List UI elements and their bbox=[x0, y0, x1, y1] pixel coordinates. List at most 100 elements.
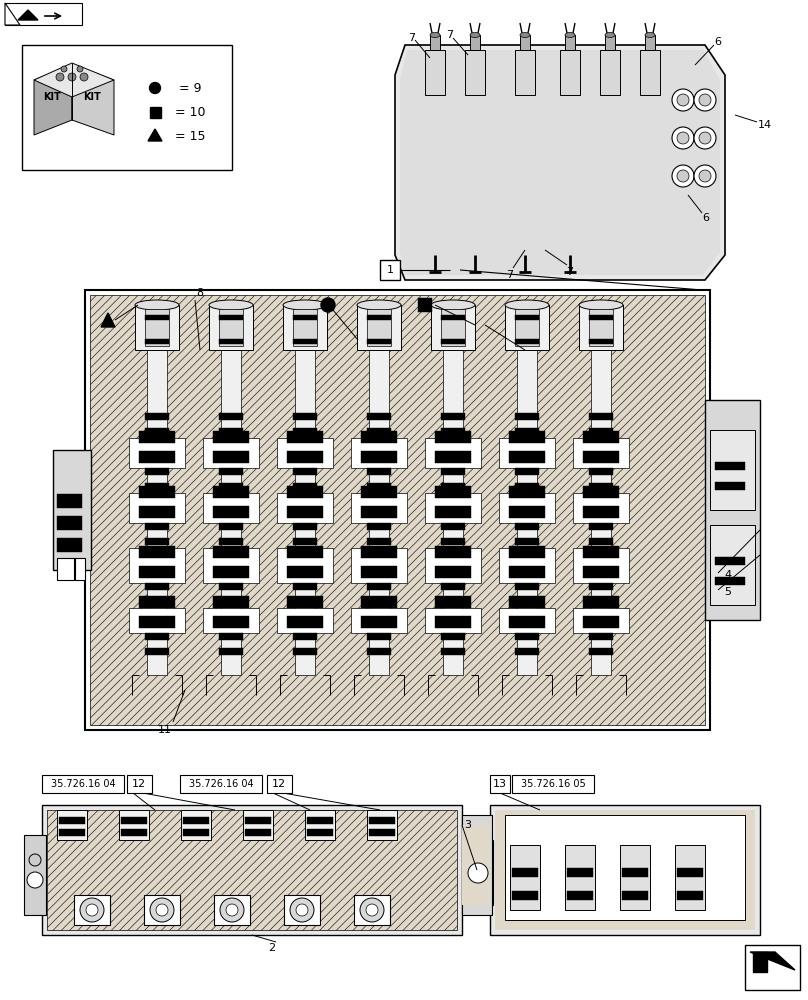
Bar bbox=[715, 482, 745, 490]
Polygon shape bbox=[753, 952, 767, 972]
Bar bbox=[145, 315, 169, 320]
Bar bbox=[369, 817, 395, 824]
Bar bbox=[367, 583, 391, 590]
Bar bbox=[589, 633, 613, 640]
Ellipse shape bbox=[645, 32, 655, 37]
Bar bbox=[213, 546, 249, 558]
Bar bbox=[499, 548, 555, 583]
Bar bbox=[149, 106, 161, 117]
Text: 8: 8 bbox=[196, 288, 204, 298]
Bar bbox=[462, 825, 490, 905]
Text: 11: 11 bbox=[158, 725, 172, 735]
Bar bbox=[307, 829, 333, 836]
Bar bbox=[589, 598, 613, 605]
Bar bbox=[495, 810, 755, 930]
Bar bbox=[490, 805, 760, 935]
Bar bbox=[515, 648, 539, 655]
Bar bbox=[369, 829, 395, 836]
Circle shape bbox=[672, 89, 694, 111]
Bar bbox=[600, 50, 620, 95]
Circle shape bbox=[80, 898, 104, 922]
Bar bbox=[435, 566, 471, 578]
Bar bbox=[145, 583, 169, 590]
Bar bbox=[583, 566, 619, 578]
Circle shape bbox=[468, 863, 488, 883]
Text: 35.726.16 04: 35.726.16 04 bbox=[189, 779, 254, 789]
Bar bbox=[425, 608, 481, 633]
Text: 2: 2 bbox=[268, 943, 276, 953]
Bar bbox=[515, 428, 539, 435]
Bar bbox=[24, 835, 46, 915]
Bar bbox=[139, 486, 175, 498]
Bar bbox=[277, 493, 333, 523]
Bar bbox=[583, 431, 619, 443]
Bar bbox=[465, 50, 485, 95]
Bar bbox=[121, 817, 147, 824]
Bar bbox=[367, 633, 391, 640]
Bar bbox=[367, 523, 391, 530]
Bar bbox=[145, 468, 169, 475]
Bar bbox=[145, 538, 169, 545]
Bar bbox=[462, 815, 492, 915]
Text: 7: 7 bbox=[507, 270, 514, 280]
Bar bbox=[465, 840, 493, 905]
Bar bbox=[435, 506, 471, 518]
Bar bbox=[441, 633, 465, 640]
Bar bbox=[589, 339, 613, 344]
Bar bbox=[293, 523, 317, 530]
Bar bbox=[287, 486, 323, 498]
Bar bbox=[367, 810, 397, 840]
Bar bbox=[85, 290, 710, 730]
Bar bbox=[591, 350, 611, 675]
Bar bbox=[515, 598, 539, 605]
Bar bbox=[509, 451, 545, 463]
Circle shape bbox=[29, 854, 41, 866]
Text: 7: 7 bbox=[408, 33, 415, 43]
Text: = 15: = 15 bbox=[175, 129, 205, 142]
Bar bbox=[145, 428, 169, 435]
Circle shape bbox=[27, 872, 43, 888]
Bar bbox=[510, 845, 540, 910]
Bar bbox=[219, 598, 243, 605]
Circle shape bbox=[672, 127, 694, 149]
Bar bbox=[145, 339, 169, 344]
Bar bbox=[425, 438, 481, 468]
Bar bbox=[293, 538, 317, 545]
Bar bbox=[219, 583, 243, 590]
Bar bbox=[219, 468, 243, 475]
Ellipse shape bbox=[430, 32, 440, 37]
Circle shape bbox=[156, 904, 168, 916]
Text: KIT: KIT bbox=[43, 92, 61, 102]
Bar bbox=[293, 583, 317, 590]
Polygon shape bbox=[5, 3, 82, 25]
Circle shape bbox=[77, 66, 83, 72]
Bar bbox=[42, 775, 124, 793]
Text: 4: 4 bbox=[725, 570, 731, 580]
Bar bbox=[361, 451, 397, 463]
Bar bbox=[512, 775, 594, 793]
Bar bbox=[441, 483, 465, 490]
Bar bbox=[589, 648, 613, 655]
Bar bbox=[441, 538, 465, 545]
Polygon shape bbox=[750, 952, 795, 970]
Bar bbox=[351, 608, 407, 633]
Circle shape bbox=[694, 127, 716, 149]
Bar bbox=[145, 598, 169, 605]
Bar bbox=[441, 339, 465, 344]
Bar bbox=[435, 486, 471, 498]
Bar bbox=[589, 413, 613, 420]
Bar bbox=[361, 566, 397, 578]
Bar bbox=[509, 506, 545, 518]
Bar bbox=[287, 566, 323, 578]
Text: 35.726.16 04: 35.726.16 04 bbox=[51, 779, 116, 789]
Bar bbox=[715, 557, 745, 565]
Bar bbox=[245, 817, 271, 824]
Bar bbox=[515, 583, 539, 590]
Bar bbox=[435, 546, 471, 558]
Bar bbox=[219, 483, 243, 490]
Circle shape bbox=[694, 165, 716, 187]
Bar bbox=[515, 50, 535, 95]
Bar bbox=[705, 400, 760, 620]
Bar bbox=[139, 546, 175, 558]
Ellipse shape bbox=[579, 300, 623, 310]
